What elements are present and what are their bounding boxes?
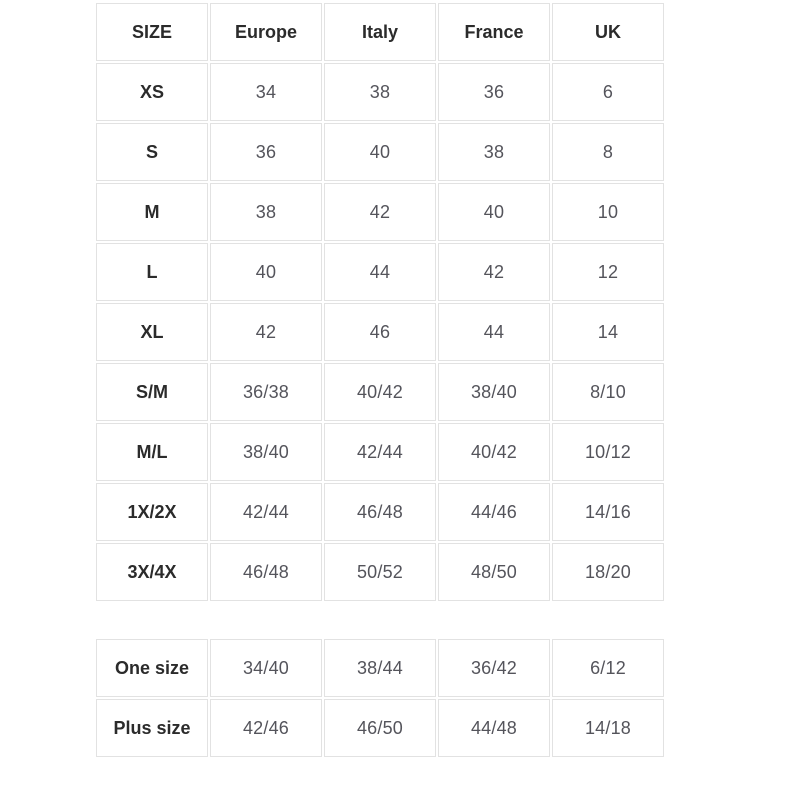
size-label-cell: Plus size [96, 699, 208, 757]
value-cell: 36 [438, 63, 550, 121]
table-row-xs: XS 34 38 36 6 [96, 63, 664, 121]
size-label-cell: M/L [96, 423, 208, 481]
value-cell: 38/40 [438, 363, 550, 421]
size-label-cell: XL [96, 303, 208, 361]
table-row-l: L 40 44 42 12 [96, 243, 664, 301]
size-label-cell: S [96, 123, 208, 181]
value-cell: 12 [552, 243, 664, 301]
table-row-3x-4x: 3X/4X 46/48 50/52 48/50 18/20 [96, 543, 664, 601]
value-cell: 40/42 [324, 363, 436, 421]
table-header-row: SIZE Europe Italy France UK [96, 3, 664, 61]
value-cell: 10 [552, 183, 664, 241]
table-row-xl: XL 42 46 44 14 [96, 303, 664, 361]
value-cell: 36/38 [210, 363, 322, 421]
table-row-m-l: M/L 38/40 42/44 40/42 10/12 [96, 423, 664, 481]
value-cell: 36 [210, 123, 322, 181]
header-cell-size: SIZE [96, 3, 208, 61]
value-cell: 10/12 [552, 423, 664, 481]
value-cell: 42 [324, 183, 436, 241]
size-conversion-table: SIZE Europe Italy France UK XS 34 38 36 … [94, 1, 666, 603]
size-label-cell: M [96, 183, 208, 241]
table-row-one-size: One size 34/40 38/44 36/42 6/12 [96, 639, 664, 697]
value-cell: 6 [552, 63, 664, 121]
value-cell: 14/16 [552, 483, 664, 541]
table-row-1x-2x: 1X/2X 42/44 46/48 44/46 14/16 [96, 483, 664, 541]
value-cell: 34/40 [210, 639, 322, 697]
table-row-plus-size: Plus size 42/46 46/50 44/48 14/18 [96, 699, 664, 757]
value-cell: 42/44 [324, 423, 436, 481]
value-cell: 46/50 [324, 699, 436, 757]
value-cell: 46/48 [210, 543, 322, 601]
value-cell: 44/48 [438, 699, 550, 757]
value-cell: 42 [438, 243, 550, 301]
value-cell: 40 [210, 243, 322, 301]
value-cell: 8/10 [552, 363, 664, 421]
value-cell: 46 [324, 303, 436, 361]
special-sizes-table: One size 34/40 38/44 36/42 6/12 Plus siz… [94, 637, 666, 759]
size-label-cell: One size [96, 639, 208, 697]
value-cell: 50/52 [324, 543, 436, 601]
table-row-s-m: S/M 36/38 40/42 38/40 8/10 [96, 363, 664, 421]
size-label-cell: 1X/2X [96, 483, 208, 541]
value-cell: 18/20 [552, 543, 664, 601]
value-cell: 6/12 [552, 639, 664, 697]
value-cell: 34 [210, 63, 322, 121]
value-cell: 40/42 [438, 423, 550, 481]
value-cell: 14/18 [552, 699, 664, 757]
value-cell: 38/40 [210, 423, 322, 481]
size-label-cell: L [96, 243, 208, 301]
value-cell: 44/46 [438, 483, 550, 541]
table-row-m: M 38 42 40 10 [96, 183, 664, 241]
size-label-cell: XS [96, 63, 208, 121]
header-cell-uk: UK [552, 3, 664, 61]
value-cell: 38 [324, 63, 436, 121]
table-row-s: S 36 40 38 8 [96, 123, 664, 181]
size-label-cell: S/M [96, 363, 208, 421]
value-cell: 40 [324, 123, 436, 181]
value-cell: 36/42 [438, 639, 550, 697]
value-cell: 42/46 [210, 699, 322, 757]
value-cell: 38/44 [324, 639, 436, 697]
value-cell: 14 [552, 303, 664, 361]
header-cell-europe: Europe [210, 3, 322, 61]
value-cell: 48/50 [438, 543, 550, 601]
value-cell: 40 [438, 183, 550, 241]
size-label-cell: 3X/4X [96, 543, 208, 601]
value-cell: 42 [210, 303, 322, 361]
header-cell-italy: Italy [324, 3, 436, 61]
value-cell: 46/48 [324, 483, 436, 541]
value-cell: 38 [438, 123, 550, 181]
value-cell: 44 [438, 303, 550, 361]
value-cell: 8 [552, 123, 664, 181]
value-cell: 38 [210, 183, 322, 241]
value-cell: 44 [324, 243, 436, 301]
value-cell: 42/44 [210, 483, 322, 541]
header-cell-france: France [438, 3, 550, 61]
